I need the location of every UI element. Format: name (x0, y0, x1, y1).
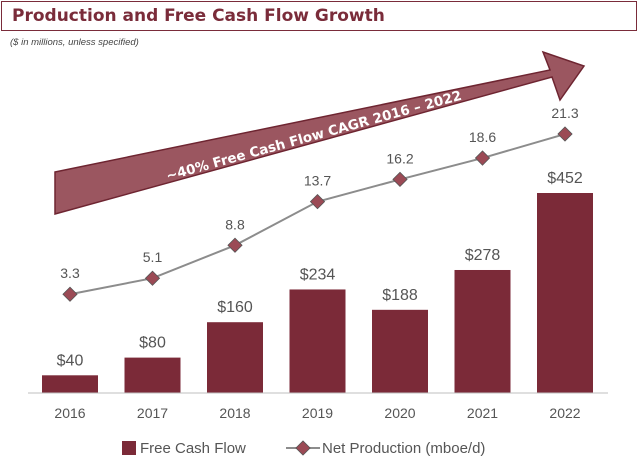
line-value-label-2022: 21.3 (551, 105, 578, 121)
legend-label-free-cash-flow: Free Cash Flow (140, 440, 246, 457)
bar-value-labels: $40 $80 $160 $234 $188 $278 $452 (57, 170, 583, 369)
x-tick-2019: 2019 (302, 405, 333, 421)
bar-value-label-2019: $234 (300, 266, 336, 283)
line-point-2017 (144, 270, 161, 286)
line-point-2021 (474, 150, 491, 166)
bar-2019 (289, 289, 346, 393)
x-tick-2017: 2017 (137, 405, 168, 421)
x-tick-2016: 2016 (54, 405, 85, 421)
line-series (62, 126, 573, 302)
bar-value-label-2017: $80 (139, 335, 166, 352)
line-value-label-2020: 16.2 (386, 150, 413, 166)
legend-label-net-production: Net Production (mboe/d) (322, 440, 485, 457)
bar-2018 (207, 322, 263, 393)
line-value-label-2019: 13.7 (304, 173, 331, 189)
x-tick-2022: 2022 (549, 405, 580, 421)
bar-value-label-2020: $188 (382, 287, 418, 304)
legend-marker-net-production (295, 440, 311, 456)
line-point-2020 (392, 171, 408, 188)
bar-value-label-2022: $452 (547, 170, 583, 187)
line-value-label-2016: 3.3 (60, 265, 80, 281)
legend-swatch-free-cash-flow (122, 441, 136, 455)
line-point-2016 (62, 286, 78, 302)
line-point-2018 (227, 237, 243, 253)
bar-value-label-2018: $160 (217, 299, 253, 316)
bar-value-label-2021: $278 (465, 247, 501, 264)
x-tick-2018: 2018 (219, 405, 250, 421)
line-point-2022 (557, 126, 573, 142)
bar-2017 (124, 357, 181, 393)
bar-2020 (372, 309, 428, 393)
legend: Free Cash Flow Net Production (mboe/d) (122, 440, 485, 457)
line-value-label-2021: 18.6 (469, 129, 496, 145)
growth-arrow-label: ~40% Free Cash Flow CAGR 2016 – 2022 (164, 88, 463, 185)
line-value-label-2017: 5.1 (143, 249, 163, 265)
bar-2016 (42, 375, 98, 393)
x-tick-2020: 2020 (384, 405, 415, 421)
x-axis-ticks: 2016 2017 2018 2019 2020 2021 2022 (54, 405, 580, 421)
growth-arrow-shape (54, 50, 586, 215)
title-box: Production and Free Cash Flow Growth (1, 1, 637, 31)
line-value-label-2018: 8.8 (225, 216, 245, 232)
bar-series (42, 193, 593, 393)
bar-2022 (537, 193, 593, 393)
growth-arrow: ~40% Free Cash Flow CAGR 2016 – 2022 (54, 50, 586, 215)
bar-value-label-2016: $40 (57, 352, 84, 369)
line-point-2019 (309, 194, 326, 210)
chart-subtitle: ($ in millions, unless specified) (10, 37, 139, 48)
chart-title: Production and Free Cash Flow Growth (12, 6, 385, 26)
x-tick-2021: 2021 (467, 405, 498, 421)
bar-2021 (454, 269, 511, 393)
line-value-labels: 3.3 5.1 8.8 13.7 16.2 18.6 21.3 (60, 105, 579, 281)
